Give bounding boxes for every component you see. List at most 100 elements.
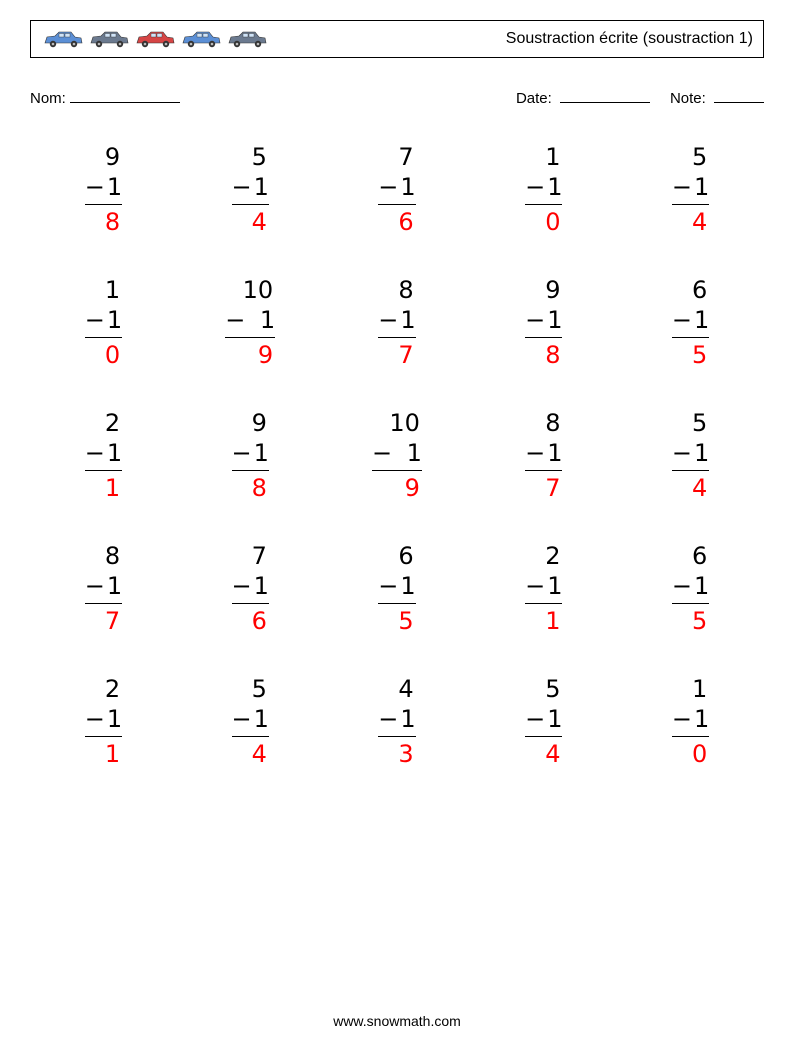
answer: 4 (232, 737, 269, 769)
minuend: 6 (672, 275, 709, 305)
subtrahend-row: −1 (232, 571, 269, 604)
answer: 6 (232, 604, 269, 636)
minus-sign: − (378, 305, 398, 335)
problem: 8−17 (480, 408, 607, 503)
problem: 4−13 (334, 674, 461, 769)
answer: 7 (525, 471, 562, 503)
problem: 10−19 (187, 275, 314, 370)
problem: 8−17 (334, 275, 461, 370)
minus-sign: − (672, 305, 692, 335)
minus-sign: − (85, 704, 105, 734)
subtrahend-row: −1 (85, 172, 122, 205)
subtrahend-row: −1 (378, 305, 415, 338)
subtrahend: 1 (400, 172, 415, 202)
minus-sign: − (378, 571, 398, 601)
minuend: 2 (85, 674, 122, 704)
subtrahend: 1 (694, 704, 709, 734)
subtrahend-row: −1 (378, 571, 415, 604)
answer: 8 (85, 205, 122, 237)
minuend: 9 (85, 142, 122, 172)
minus-sign: − (525, 571, 545, 601)
car-icon (225, 29, 269, 49)
problem: 9−18 (480, 275, 607, 370)
answer: 1 (85, 471, 122, 503)
car-icon (41, 29, 85, 49)
subtrahend: 1 (107, 172, 122, 202)
car-icon (87, 29, 131, 49)
problem: 10−19 (334, 408, 461, 503)
problem: 2−11 (480, 541, 607, 636)
subtrahend-row: −1 (232, 172, 269, 205)
subtrahend-row: −1 (672, 571, 709, 604)
problem: 1−10 (627, 674, 754, 769)
problem: 7−16 (334, 142, 461, 237)
minus-sign: − (85, 172, 105, 202)
answer: 4 (232, 205, 269, 237)
header-box: Soustraction écrite (soustraction 1) (30, 20, 764, 58)
answer: 7 (378, 338, 415, 370)
problem: 2−11 (40, 408, 167, 503)
minus-sign: − (85, 571, 105, 601)
minuend: 10 (372, 408, 422, 438)
subtrahend: 1 (547, 438, 562, 468)
subtrahend: 1 (254, 704, 269, 734)
minus-sign: − (672, 438, 692, 468)
minuend: 9 (232, 408, 269, 438)
footer: www.snowmath.com (0, 1013, 794, 1029)
minus-sign: − (525, 438, 545, 468)
minuend: 8 (85, 541, 122, 571)
name-blank (70, 88, 180, 103)
problem: 5−14 (627, 408, 754, 503)
minuend: 6 (672, 541, 709, 571)
car-icons-row (41, 29, 269, 49)
subtrahend: 1 (254, 172, 269, 202)
minus-sign: − (232, 704, 252, 734)
minus-sign: − (672, 571, 692, 601)
subtrahend: 1 (694, 172, 709, 202)
problem: 5−14 (627, 142, 754, 237)
minus-sign: − (372, 438, 392, 468)
problem: 6−15 (627, 541, 754, 636)
answer: 1 (525, 604, 562, 636)
answer: 4 (525, 737, 562, 769)
answer: 5 (378, 604, 415, 636)
minus-sign: − (672, 704, 692, 734)
problems-grid: 9−185−147−161−105−141−1010−198−179−186−1… (30, 142, 764, 769)
minuend: 7 (378, 142, 415, 172)
name-label: Nom: (30, 90, 66, 107)
minus-sign: − (525, 172, 545, 202)
subtrahend: 1 (107, 438, 122, 468)
worksheet-title: Soustraction écrite (soustraction 1) (506, 30, 753, 48)
subtrahend-row: −1 (525, 172, 562, 205)
problem: 9−18 (187, 408, 314, 503)
answer: 6 (378, 205, 415, 237)
minuend: 9 (525, 275, 562, 305)
minuend: 6 (378, 541, 415, 571)
answer: 0 (525, 205, 562, 237)
minus-sign: − (232, 571, 252, 601)
problem: 6−15 (334, 541, 461, 636)
subtrahend: 1 (547, 571, 562, 601)
minuend: 5 (232, 674, 269, 704)
minuend: 7 (232, 541, 269, 571)
answer: 1 (85, 737, 122, 769)
date-blank (560, 88, 650, 103)
minus-sign: − (525, 704, 545, 734)
minus-sign: − (225, 305, 245, 335)
subtrahend: 1 (547, 305, 562, 335)
subtrahend: 1 (254, 438, 269, 468)
minuend: 5 (232, 142, 269, 172)
subtrahend-row: −1 (525, 305, 562, 338)
minuend: 1 (672, 674, 709, 704)
answer: 4 (672, 471, 709, 503)
minus-sign: − (525, 305, 545, 335)
problem: 7−16 (187, 541, 314, 636)
problem: 5−14 (480, 674, 607, 769)
subtrahend-row: −1 (378, 172, 415, 205)
subtrahend: 1 (400, 571, 415, 601)
subtrahend-row: −1 (525, 571, 562, 604)
minus-sign: − (85, 305, 105, 335)
subtrahend-row: −1 (225, 305, 275, 338)
problem: 8−17 (40, 541, 167, 636)
minuend: 2 (525, 541, 562, 571)
